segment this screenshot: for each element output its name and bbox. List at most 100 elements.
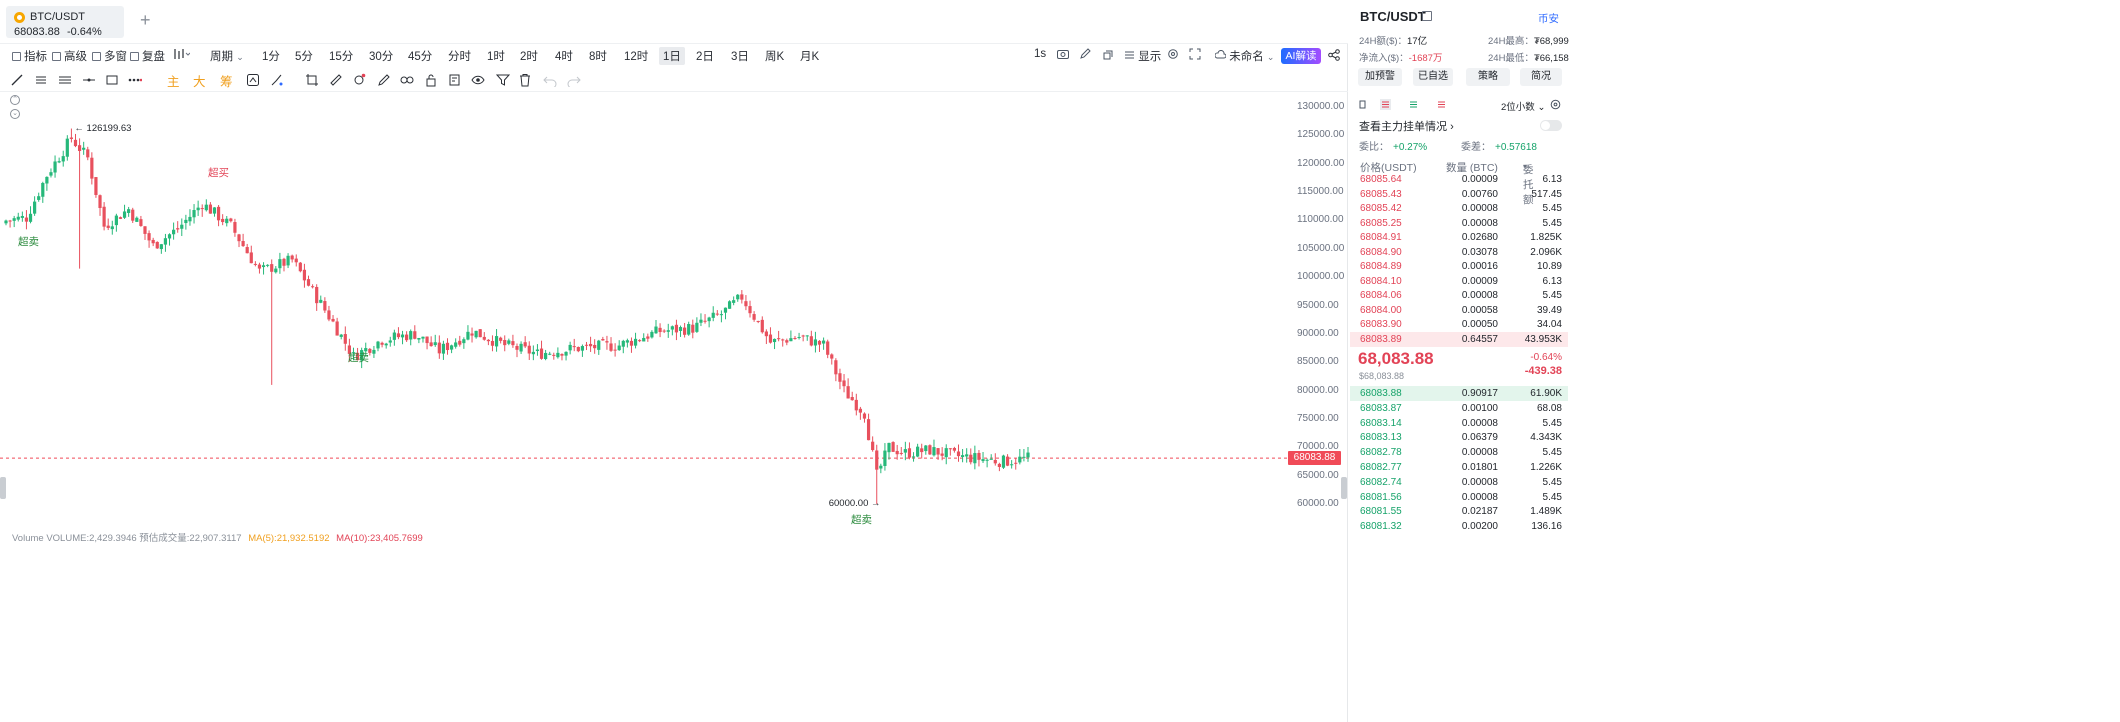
big-order-toggle[interactable]: 大	[193, 75, 206, 89]
bid-row[interactable]: 68081.55 0.02187 1.489K	[1350, 504, 1568, 519]
magnet-icon[interactable]	[353, 73, 367, 87]
link-chain-icon[interactable]	[400, 73, 414, 87]
ask-row[interactable]: 68084.06 0.00008 5.45	[1350, 288, 1568, 303]
bid-row[interactable]: 68081.56 0.00008 5.45	[1350, 490, 1568, 505]
book-settings-icon[interactable]	[1550, 99, 1561, 110]
book-both-icon[interactable]	[1380, 99, 1391, 110]
settings-gear-icon[interactable]	[1167, 48, 1179, 63]
main-indicator-toggle[interactable]: 主	[167, 75, 180, 89]
lock-icon[interactable]	[424, 73, 438, 87]
trend-line-icon[interactable]	[10, 73, 24, 87]
interval-8[interactable]: 4时	[555, 51, 573, 63]
ai-analysis-button[interactable]: AI解读	[1281, 48, 1321, 64]
interval-2[interactable]: 15分	[329, 51, 354, 63]
interval-14[interactable]: 周K	[765, 51, 785, 63]
chip-distribution-toggle[interactable]: 筹	[220, 75, 233, 89]
pen-icon[interactable]	[1079, 48, 1091, 63]
ask-row[interactable]: 68085.25 0.00008 5.45	[1350, 216, 1568, 231]
interval-3[interactable]: 30分	[369, 51, 394, 63]
template-icon[interactable]	[448, 73, 462, 87]
ask-row[interactable]: 68084.90 0.03078 2.096K	[1350, 245, 1568, 260]
interval-13[interactable]: 3日	[731, 51, 749, 63]
chart-type-button[interactable]	[172, 48, 191, 63]
ask-row[interactable]: 68084.10 0.00009 6.13	[1350, 274, 1568, 289]
ask-row[interactable]: 68084.00 0.00058 39.49	[1350, 303, 1568, 318]
ask-row[interactable]: 68083.90 0.00050 34.04	[1350, 317, 1568, 332]
compare-icon[interactable]	[246, 73, 260, 87]
redo-icon[interactable]	[567, 73, 581, 89]
interval-9[interactable]: 8时	[589, 51, 607, 63]
ask-row[interactable]: 68084.89 0.00016 10.89	[1350, 259, 1568, 274]
ask-row[interactable]: 68084.91 0.02680 1.825K	[1350, 230, 1568, 245]
period-dropdown[interactable]: 周期 ⌄	[210, 51, 244, 63]
book-bids-icon[interactable]	[1408, 99, 1419, 110]
interval-1[interactable]: 5分	[295, 51, 313, 63]
more-tools-icon[interactable]	[128, 73, 143, 87]
replay-button[interactable]: 复盘	[130, 48, 165, 64]
left-scroll-handle[interactable]	[0, 477, 6, 499]
pencil-icon[interactable]	[377, 73, 391, 87]
link-icon[interactable]	[1101, 48, 1113, 63]
right-scroll-handle[interactable]	[1341, 477, 1347, 499]
interval-6[interactable]: 1时	[487, 51, 505, 63]
add-tab-button[interactable]: +	[140, 10, 151, 30]
parallel-channel-icon[interactable]	[58, 73, 72, 87]
filter-icon[interactable]	[495, 73, 511, 87]
copy-icon[interactable]	[1422, 11, 1432, 21]
interval-4[interactable]: 45分	[408, 51, 433, 63]
layout-dropdown[interactable]: 未命名 ⌄	[1214, 48, 1274, 64]
interval-15[interactable]: 月K	[800, 51, 820, 63]
ask-row[interactable]: 68083.89 0.64557 43.953K	[1350, 331, 1568, 347]
candle	[53, 155, 57, 178]
camera-icon[interactable]	[1057, 48, 1069, 62]
book-asks-icon[interactable]	[1436, 99, 1447, 110]
interval-11[interactable]: 1日	[659, 47, 685, 65]
multi-window-button[interactable]: 多窗	[92, 48, 127, 64]
crop-icon[interactable]	[305, 73, 319, 87]
decimals-dropdown[interactable]: 2位小数 ⌄	[1501, 102, 1546, 113]
strategy-button[interactable]: 策略	[1466, 68, 1510, 86]
eye-icon[interactable]	[471, 73, 485, 87]
watchlist-button[interactable]: 已自选	[1413, 68, 1453, 86]
interval-0[interactable]: 1分	[262, 51, 280, 63]
profile-button[interactable]: 简况	[1520, 68, 1562, 86]
bid-row[interactable]: 68082.77 0.01801 1.226K	[1350, 460, 1568, 475]
add-alert-button[interactable]: 加预警	[1358, 68, 1402, 86]
fullscreen-icon[interactable]	[1189, 48, 1201, 63]
main-orders-link[interactable]: 查看主力挂单情况 ›	[1359, 121, 1454, 133]
indicators-button[interactable]: 指标	[12, 48, 47, 64]
tab-btc-usdt[interactable]: BTC/USDT 68083.88 -0.64%	[6, 6, 124, 38]
rectangle-icon[interactable]	[105, 73, 119, 87]
interval-10[interactable]: 12时	[624, 51, 649, 63]
ruler-icon[interactable]	[329, 73, 343, 87]
ask-row[interactable]: 68085.43 0.00760 517.45	[1350, 187, 1568, 202]
main-orders-toggle[interactable]	[1540, 120, 1562, 131]
bid-row[interactable]: 68082.78 0.00008 5.45	[1350, 445, 1568, 460]
bid-row[interactable]: 68081.32 0.00200 136.16	[1350, 519, 1568, 534]
ask-row[interactable]: 68085.42 0.00008 5.45	[1350, 201, 1568, 216]
exchange-link[interactable]: 币安	[1538, 13, 1559, 25]
back-icon[interactable]	[1358, 99, 1369, 110]
one-second-button[interactable]: 1s	[1034, 48, 1047, 60]
brush-icon[interactable]	[270, 73, 284, 87]
horizontal-lines-icon[interactable]	[34, 73, 48, 87]
bid-row[interactable]: 68083.13 0.06379 4.343K	[1350, 430, 1568, 445]
order-book-inner: BTC/USDT 币安 24H额($)：17亿 24H最高：₮68,999 净流…	[1350, 0, 1569, 722]
interval-5[interactable]: 分时	[448, 51, 471, 63]
bid-row[interactable]: 68083.14 0.00008 5.45	[1350, 416, 1568, 431]
collapse-up-icon[interactable]: ⌃	[10, 95, 20, 105]
ray-line-icon[interactable]	[82, 73, 96, 87]
undo-icon[interactable]	[543, 73, 557, 89]
interval-12[interactable]: 2日	[696, 51, 714, 63]
chart-area[interactable]: 130000.00 125000.00 120000.00 115000.00 1100…	[0, 92, 1348, 722]
interval-7[interactable]: 2时	[520, 51, 538, 63]
trash-icon[interactable]	[518, 73, 532, 87]
collapse-down-icon[interactable]: ⌄	[10, 109, 20, 119]
display-button[interactable]: 显示	[1124, 48, 1161, 64]
bid-row[interactable]: 68082.74 0.00008 5.45	[1350, 475, 1568, 490]
share-icon[interactable]	[1328, 49, 1340, 61]
ask-row[interactable]: 68085.64 0.00009 6.13	[1350, 172, 1568, 187]
bid-row[interactable]: 68083.87 0.00100 68.08	[1350, 401, 1568, 416]
advanced-button[interactable]: 高级	[52, 48, 87, 64]
bid-row[interactable]: 68083.88 0.90917 61.90K	[1350, 386, 1568, 401]
